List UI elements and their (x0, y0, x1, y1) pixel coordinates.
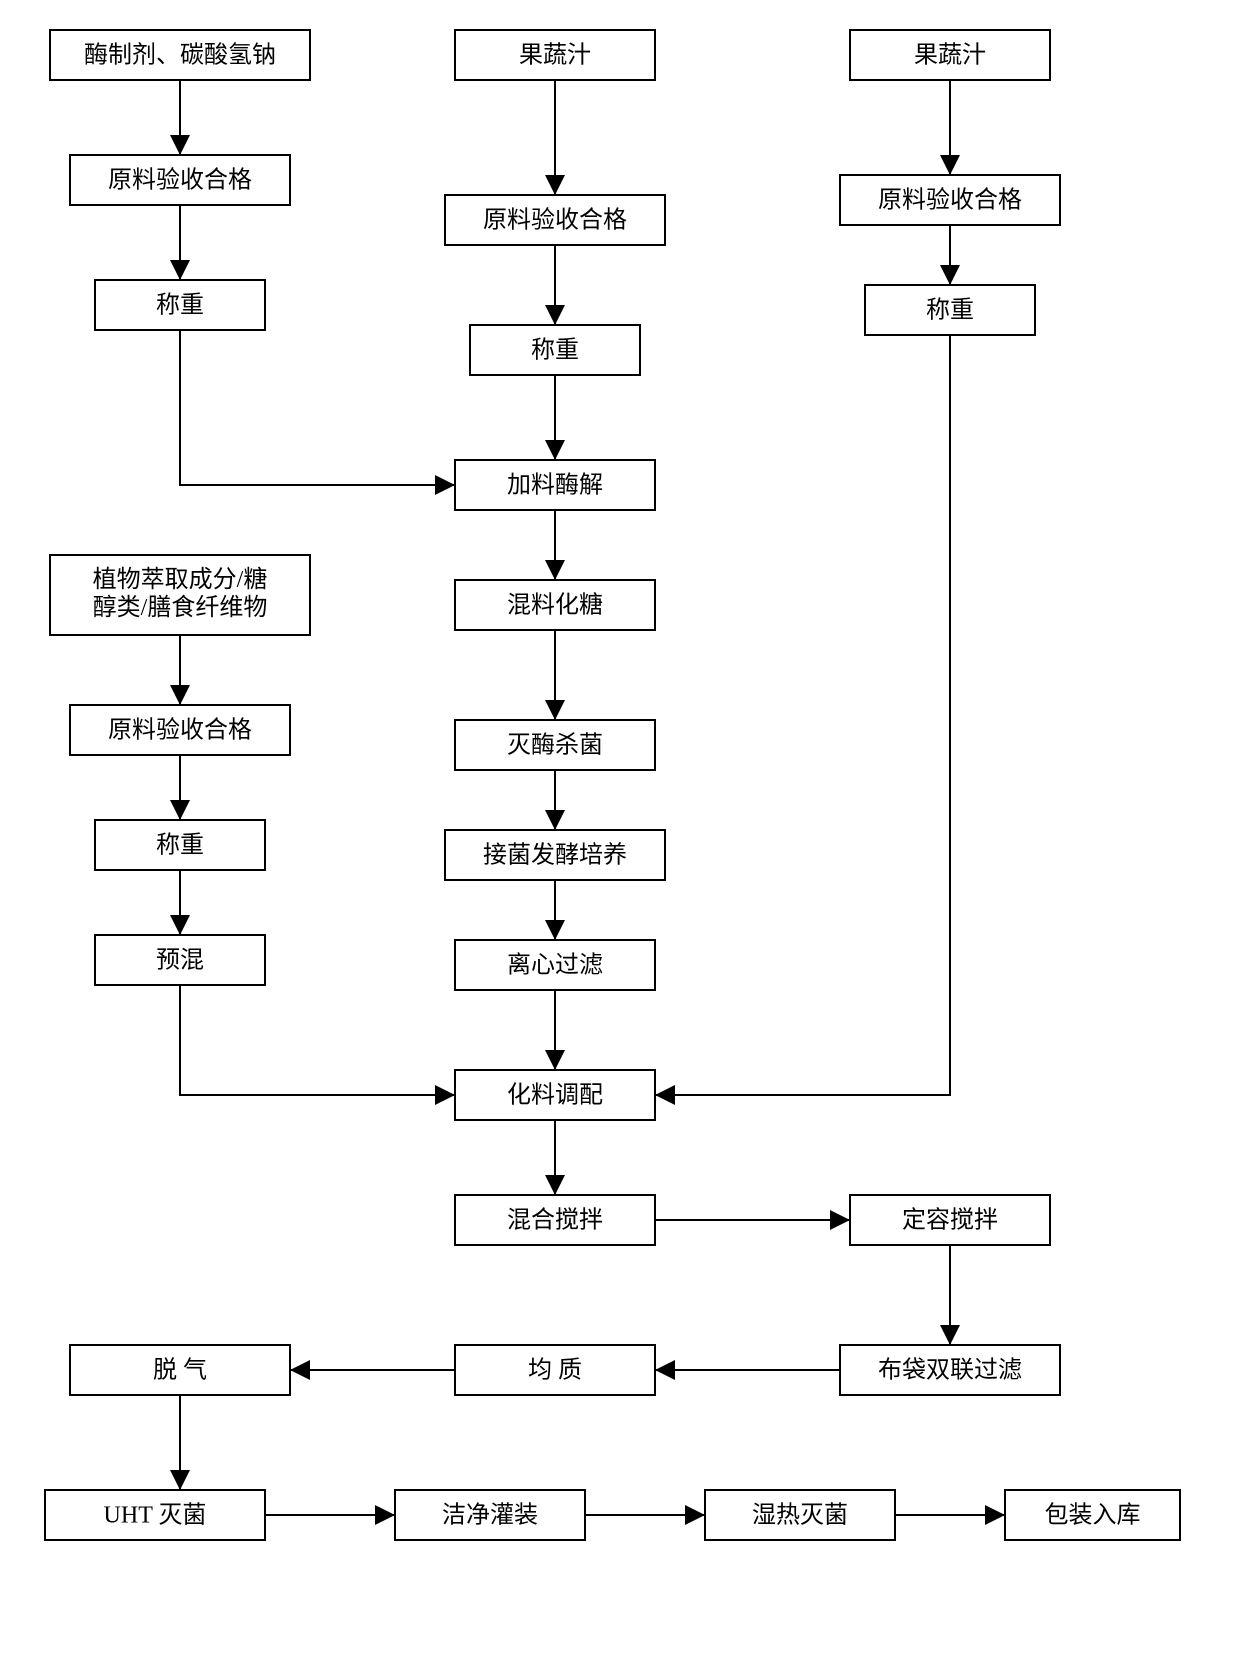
flow-node-d2: 原料验收合格 (70, 705, 290, 755)
node-label: 原料验收合格 (878, 187, 1022, 214)
flow-node-f3: 湿热灭菌 (705, 1490, 895, 1540)
node-label: 离心过滤 (507, 952, 603, 979)
edge-d4-b9 (180, 985, 455, 1095)
node-label: 称重 (156, 292, 204, 319)
node-label: 称重 (926, 297, 974, 324)
node-label: 称重 (156, 832, 204, 859)
flow-node-d1: 植物萃取成分/糖醇类/膳食纤维物 (50, 555, 310, 635)
node-label: UHT 灭菌 (104, 1502, 207, 1529)
flow-node-b7: 接菌发酵培养 (445, 830, 665, 880)
flow-node-d4: 预混 (95, 935, 265, 985)
flow-node-b8: 离心过滤 (455, 940, 655, 990)
flow-node-b10: 混合搅拌 (455, 1195, 655, 1245)
edge-a3-b4 (180, 330, 455, 485)
node-label: 原料验收合格 (108, 717, 252, 744)
flow-node-e3: 均 质 (455, 1345, 655, 1395)
flow-node-f2: 洁净灌装 (395, 1490, 585, 1540)
flow-node-b1: 果蔬汁 (455, 30, 655, 80)
flow-node-e1: 定容搅拌 (850, 1195, 1050, 1245)
node-label: 原料验收合格 (108, 167, 252, 194)
flow-node-e4: 脱 气 (70, 1345, 290, 1395)
flow-node-e2: 布袋双联过滤 (840, 1345, 1060, 1395)
edge-c3-b9 (655, 335, 950, 1095)
node-label: 定容搅拌 (902, 1207, 998, 1234)
node-label: 果蔬汁 (519, 42, 591, 69)
node-label: 湿热灭菌 (752, 1502, 848, 1529)
node-label: 预混 (156, 947, 204, 974)
flow-node-c2: 原料验收合格 (840, 175, 1060, 225)
node-label: 布袋双联过滤 (878, 1357, 1022, 1384)
flow-node-f4: 包装入库 (1005, 1490, 1180, 1540)
node-label: 均 质 (528, 1357, 582, 1384)
node-label: 酶制剂、碳酸氢钠 (84, 42, 276, 69)
flow-node-b4: 加料酶解 (455, 460, 655, 510)
flow-node-a1: 酶制剂、碳酸氢钠 (50, 30, 310, 80)
node-label: 灭酶杀菌 (507, 732, 603, 759)
node-label: 脱 气 (153, 1357, 207, 1384)
node-label: 称重 (531, 337, 579, 364)
flow-node-a3: 称重 (95, 280, 265, 330)
node-label: 果蔬汁 (914, 42, 986, 69)
flowchart: 酶制剂、碳酸氢钠原料验收合格称重果蔬汁原料验收合格称重加料酶解混料化糖灭酶杀菌接… (0, 0, 1240, 1668)
flow-node-a2: 原料验收合格 (70, 155, 290, 205)
flow-node-c3: 称重 (865, 285, 1035, 335)
flow-node-b5: 混料化糖 (455, 580, 655, 630)
flow-node-b9: 化料调配 (455, 1070, 655, 1120)
flow-node-d3: 称重 (95, 820, 265, 870)
node-label: 原料验收合格 (483, 207, 627, 234)
flow-node-b6: 灭酶杀菌 (455, 720, 655, 770)
node-label: 洁净灌装 (442, 1502, 538, 1529)
node-label: 化料调配 (507, 1082, 603, 1109)
flow-node-f1: UHT 灭菌 (45, 1490, 265, 1540)
flow-node-b2: 原料验收合格 (445, 195, 665, 245)
flow-node-b3: 称重 (470, 325, 640, 375)
node-label: 混合搅拌 (507, 1207, 603, 1234)
node-label: 加料酶解 (507, 472, 603, 499)
flow-node-c1: 果蔬汁 (850, 30, 1050, 80)
node-label: 混料化糖 (507, 592, 603, 619)
node-label: 接菌发酵培养 (483, 842, 627, 869)
node-label: 包装入库 (1045, 1502, 1141, 1529)
